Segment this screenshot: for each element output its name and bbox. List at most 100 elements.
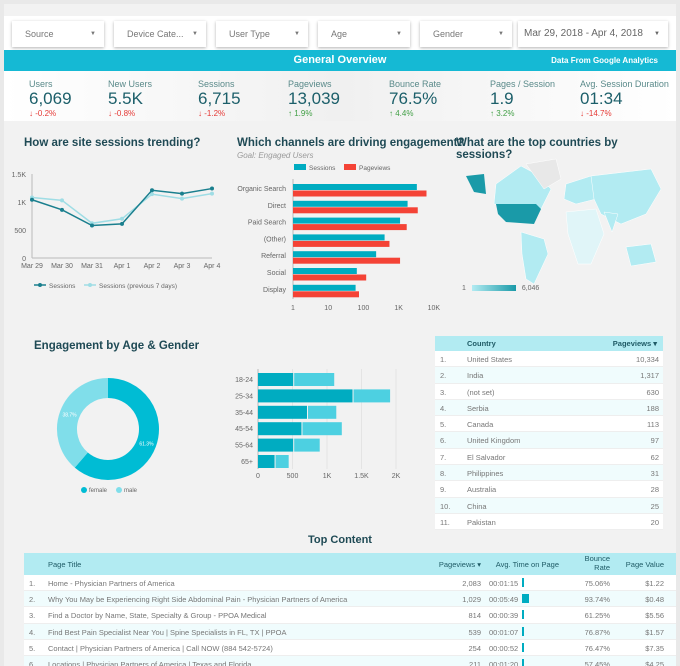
kpi-value: 5.5K <box>108 89 143 108</box>
kpi-delta: ↓ -1.2% <box>198 109 241 118</box>
filter-1[interactable]: Device Cate... ▼ <box>114 21 206 47</box>
page-value: $0.48 <box>645 595 664 605</box>
table-row[interactable]: 10. China 25 <box>435 497 663 514</box>
bar-sessions <box>293 184 417 190</box>
row-rank: 10. <box>440 501 451 511</box>
page-value: $5.56 <box>645 611 664 621</box>
kpi-delta-value: 3.2% <box>496 109 515 118</box>
x-tick-label: 500 <box>287 473 299 480</box>
bounce-rate-value: 75.06% <box>584 579 610 588</box>
sessions-trend-title: How are site sessions trending? <box>24 137 201 149</box>
table-row[interactable]: 7. El Salvador 62 <box>435 448 663 466</box>
bar-male <box>275 455 289 468</box>
country-name: United Kingdom <box>467 436 521 446</box>
data-point <box>210 186 214 191</box>
map-south-america <box>520 231 549 285</box>
map-legend-min: 1 <box>462 285 466 292</box>
table-row[interactable]: 6. Locations | Physician Partners of Amer… <box>24 655 676 666</box>
legend-label: female <box>89 488 108 494</box>
table-row[interactable]: 1. Home - Physician Partners of America 2,… <box>24 575 676 592</box>
avg-time-value: 00:01:07 <box>489 627 519 637</box>
bar-female <box>258 422 302 436</box>
chevron-down-icon: ▼ <box>294 31 300 37</box>
page-title: Find Best Pain Specialist Near You | Spi… <box>48 627 287 637</box>
pageviews-value: 211 <box>469 659 481 666</box>
filter-5[interactable]: Mar 29, 2018 - Apr 4, 2018 ▼ <box>518 21 668 47</box>
filter-4[interactable]: Gender ▼ <box>420 21 512 47</box>
category-label: 35-44 <box>235 410 253 417</box>
chevron-down-icon: ▼ <box>90 31 96 37</box>
bar-pageviews <box>293 207 418 214</box>
filter-2[interactable]: User Type ▼ <box>216 21 308 47</box>
pageviews-value: 188 <box>646 403 659 413</box>
map-alaska <box>466 174 486 194</box>
table-row[interactable]: 1. United States 10,334 <box>435 351 663 368</box>
column-pageviews[interactable]: Pageviews ▾ <box>612 339 657 348</box>
bar-male <box>307 405 337 419</box>
legend-label: Sessions <box>49 283 76 290</box>
x-tick-label: Apr 2 <box>144 263 161 270</box>
column-country: Country <box>467 339 496 348</box>
avg-time-value: 00:01:15 <box>489 579 519 588</box>
column-pageviews[interactable]: Pageviews ▾ <box>438 560 481 569</box>
table-row[interactable]: 5. Contact | Physician Partners of Americ… <box>24 639 676 656</box>
category-label: Referral <box>261 253 286 260</box>
table-row[interactable]: 11. Pakistan 20 <box>435 513 663 531</box>
table-row[interactable]: 2. India 1,317 <box>435 367 663 384</box>
table-row[interactable]: 4. Find Best Pain Specialist Near You | S… <box>24 623 676 640</box>
filter-0[interactable]: Source ▼ <box>12 21 104 47</box>
kpi-label: Avg. Session Duration <box>580 79 669 89</box>
kpi-value: 1.9 <box>490 89 514 108</box>
pageviews-value: 1,317 <box>640 371 659 381</box>
table-row[interactable]: 2. Why You May be Experiencing Right Side… <box>24 591 676 608</box>
avg-time-bar <box>522 642 524 652</box>
country-name: (not set) <box>467 387 495 397</box>
avg-time-value: 00:00:52 <box>489 643 519 653</box>
pageviews-value: 10,334 <box>636 355 659 364</box>
kpi-sessions: Sessions 6,715 ↓ -1.2% <box>198 79 241 118</box>
data-point <box>120 216 124 221</box>
pageviews-value: 1,029 <box>462 595 481 605</box>
filter-bar: Source ▼ Device Cate... ▼ User Type ▼ Age ▼ Gend… <box>4 16 676 52</box>
kpi-delta: ↑ 3.2% <box>490 109 555 118</box>
table-row[interactable]: 9. Australia 28 <box>435 481 663 498</box>
table-row[interactable]: 6. United Kingdom 97 <box>435 432 663 449</box>
table-row[interactable]: 3. Find a Doctor by Name, State, Specialt… <box>24 607 676 624</box>
table-row[interactable]: 8. Philippines 31 <box>435 465 663 482</box>
arrow-down-icon: ↓ <box>198 109 205 118</box>
bar-pageviews <box>293 257 401 264</box>
kpi-pages-session: Pages / Session 1.9 ↑ 3.2% <box>490 79 555 118</box>
legend-swatch <box>344 164 356 170</box>
x-tick-label: 10 <box>324 305 332 312</box>
age-bar-chart: 0 500 1K 1.5K 2K 18-24 25-34 35-44 45-54 55-64 65+ <box>235 369 401 480</box>
map-usa <box>496 204 541 224</box>
kpi-label: Pages / Session <box>490 79 556 89</box>
page-value: $1.22 <box>645 579 664 588</box>
y-tick-label: 1.5K <box>12 172 27 179</box>
kpi-users: Users 6,069 ↓ -0.2% <box>29 79 72 118</box>
donut-slice-female <box>74 378 159 480</box>
row-rank: 6. <box>29 659 36 666</box>
kpi-label: Users <box>29 79 53 89</box>
filter-3[interactable]: Age ▼ <box>318 21 410 47</box>
kpi-pageviews: Pageviews 13,039 ↑ 1.9% <box>288 79 340 118</box>
map-africa <box>565 208 605 265</box>
map-greenland <box>525 158 562 190</box>
donut-slice-male <box>57 378 109 468</box>
map-asia <box>590 168 662 225</box>
table-row[interactable]: 3. (not set) 630 <box>435 383 663 400</box>
country-name: Philippines <box>467 469 504 479</box>
table-row[interactable]: 4. Serbia 188 <box>435 399 663 417</box>
table-row[interactable]: 5. Canada 113 <box>435 416 663 433</box>
x-tick-label: Mar 30 <box>51 263 73 270</box>
bar-sessions <box>293 217 401 224</box>
row-rank: 4. <box>440 403 447 413</box>
bar-female <box>258 455 275 468</box>
bar-male <box>353 389 391 403</box>
kpi-value: 01:34 <box>580 89 623 108</box>
kpi-delta: ↓ -0.8% <box>108 109 152 118</box>
map-europe <box>563 175 597 205</box>
bar-pageviews <box>293 190 427 197</box>
world-map[interactable] <box>456 154 671 294</box>
countries-map-title: What are the top countries by sessions? <box>456 137 618 161</box>
